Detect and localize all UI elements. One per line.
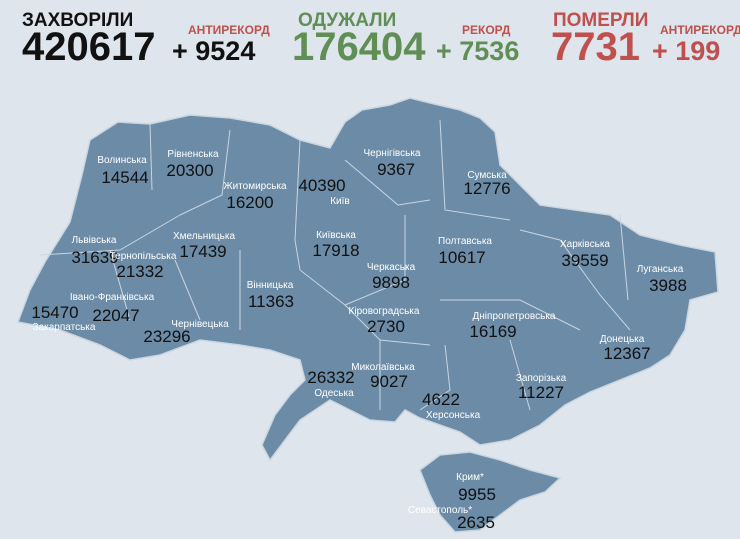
region-name: Одеська [314, 388, 354, 399]
region-name: Чернівецька [171, 319, 229, 330]
region-value: 16200 [226, 193, 273, 212]
region-name: Івано-Франківська [70, 292, 155, 303]
map-outline [16, 97, 719, 462]
region-value: 11227 [518, 383, 564, 402]
region-name: Хмельницька [173, 231, 235, 242]
region-value: 9027 [370, 372, 408, 391]
region-value: 22047 [92, 306, 139, 325]
region-value: 39559 [561, 251, 608, 270]
region-name: Київська [316, 230, 356, 241]
region-value: 40390 [298, 176, 345, 195]
stat-delta: + 9524 [172, 36, 255, 66]
stat-total: 420617 [22, 25, 155, 69]
region-value: 2730 [367, 317, 405, 336]
region-name: Рівненська [167, 149, 219, 160]
stat-note: РЕКОРД [462, 23, 511, 37]
region-value: 16169 [469, 322, 516, 341]
region-borders [39, 119, 631, 411]
region-value: 2635 [457, 513, 495, 532]
region-value: 14544 [101, 168, 148, 187]
stat-label: ПОМЕРЛИ [553, 10, 648, 31]
region-name: Волинська [97, 155, 147, 166]
region-name: Донецька [600, 334, 645, 345]
stat-label: ЗАХВОРІЛИ [22, 10, 133, 31]
region-name: Кіровоградська [349, 306, 420, 317]
region-name: Сумська [467, 170, 507, 181]
region-value: 20300 [166, 161, 213, 180]
region-name: Закарпатська [33, 322, 96, 333]
stat-note: АНТИРЕКОРД [188, 23, 270, 37]
region-value: 4622 [422, 390, 460, 409]
region-name: Полтавська [438, 236, 492, 247]
region-name: Миколаївська [351, 362, 415, 373]
region-name: Херсонська [426, 410, 481, 421]
stat-total: 7731 [551, 25, 640, 69]
region-name: Чернігівська [364, 148, 421, 159]
region-name: Дніпропетровська [473, 311, 556, 322]
region-name: Запорізька [516, 373, 567, 384]
region-name: Харківська [560, 239, 610, 250]
stat-note: АНТИРЕКОРД [660, 23, 740, 37]
region-value: 10617 [438, 248, 485, 267]
region-value: 17439 [179, 242, 226, 261]
region-name: Тернопільська [110, 251, 177, 262]
region-value: 9955 [458, 485, 496, 504]
region-value: 15470 [31, 303, 78, 322]
region-name: Черкаська [367, 262, 416, 273]
region-value: 9367 [377, 160, 415, 179]
region-value: 17918 [312, 241, 359, 260]
region-value: 31639 [71, 248, 118, 267]
region-name: Житомирська [223, 181, 287, 192]
region-value: 12367 [603, 344, 650, 363]
stat-delta: + 199 [652, 36, 720, 66]
stat-delta: + 7536 [436, 36, 519, 66]
stat-label: ОДУЖАЛИ [298, 10, 396, 31]
stat-total: 176404 [292, 25, 426, 69]
region-name: Луганська [637, 264, 684, 275]
region-name: Львівська [72, 235, 117, 246]
region-value: 3988 [649, 276, 687, 295]
region-value: 23296 [143, 327, 190, 346]
region-name: Севастополь* [408, 505, 472, 516]
region-value: 12776 [463, 179, 510, 198]
region-value: 21332 [116, 262, 163, 281]
region-value: 9898 [372, 273, 410, 292]
crimea-outline [419, 451, 562, 533]
region-value: 26332 [307, 368, 354, 387]
region-name: Київ [330, 196, 350, 207]
region-value: 11363 [248, 292, 294, 311]
region-name: Вінницька [247, 280, 294, 291]
region-name: Крим* [456, 472, 484, 483]
